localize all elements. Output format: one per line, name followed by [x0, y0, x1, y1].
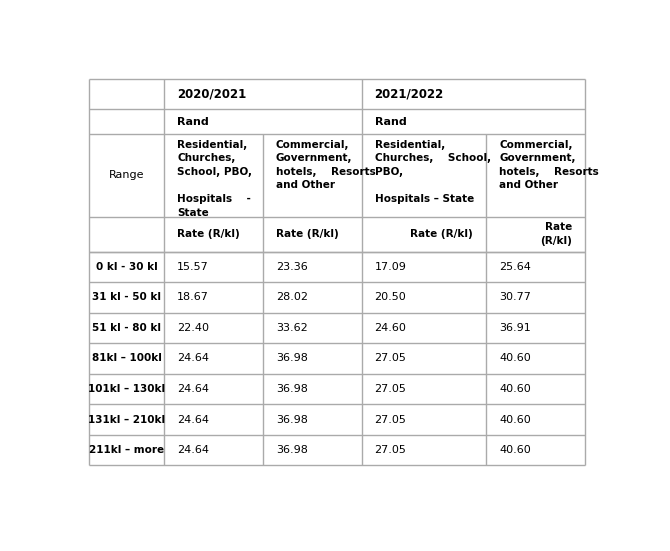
Text: 27.05: 27.05	[375, 445, 407, 455]
Text: Rand: Rand	[177, 117, 209, 127]
Text: 36.91: 36.91	[499, 323, 531, 333]
Text: 2021/2022: 2021/2022	[375, 88, 444, 101]
Text: 81kl – 100kl: 81kl – 100kl	[92, 353, 161, 364]
Text: 40.60: 40.60	[499, 384, 531, 394]
Text: 23.36: 23.36	[276, 262, 308, 272]
Text: Residential,
Churches,    School,
PBO,

Hospitals – State: Residential, Churches, School, PBO, Hosp…	[375, 139, 490, 204]
Text: 2020/2021: 2020/2021	[177, 88, 247, 101]
Text: Commercial,
Government,
hotels,    Resorts
and Other: Commercial, Government, hotels, Resorts …	[499, 139, 599, 190]
Text: 17.09: 17.09	[375, 262, 407, 272]
Text: 27.05: 27.05	[375, 353, 407, 364]
Text: 27.05: 27.05	[375, 384, 407, 394]
Text: Rate (R/kl): Rate (R/kl)	[177, 229, 240, 239]
Text: 24.64: 24.64	[177, 353, 209, 364]
Text: Residential,
Churches,
School, PBO,

Hospitals    -
State: Residential, Churches, School, PBO, Hosp…	[177, 139, 252, 218]
Text: 30.77: 30.77	[499, 293, 531, 302]
Text: 22.40: 22.40	[177, 323, 209, 333]
Text: 40.60: 40.60	[499, 445, 531, 455]
Text: Rand: Rand	[375, 117, 406, 127]
Text: 33.62: 33.62	[276, 323, 308, 333]
Text: 36.98: 36.98	[276, 445, 308, 455]
Text: 211kl – more: 211kl – more	[89, 445, 164, 455]
Text: Rate
(R/kl): Rate (R/kl)	[540, 223, 572, 246]
Text: Rate (R/kl): Rate (R/kl)	[276, 229, 338, 239]
Text: 131kl – 210kl: 131kl – 210kl	[88, 414, 165, 424]
Text: 24.60: 24.60	[375, 323, 407, 333]
Text: Range: Range	[109, 170, 144, 180]
Text: 40.60: 40.60	[499, 414, 531, 424]
Text: 51 kl - 80 kl: 51 kl - 80 kl	[92, 323, 161, 333]
Text: 0 kl - 30 kl: 0 kl - 30 kl	[96, 262, 157, 272]
Text: 31 kl - 50 kl: 31 kl - 50 kl	[92, 293, 161, 302]
Text: Commercial,
Government,
hotels,    Resorts
and Other: Commercial, Government, hotels, Resorts …	[276, 139, 376, 190]
Text: 25.64: 25.64	[499, 262, 531, 272]
Text: 40.60: 40.60	[499, 353, 531, 364]
Text: 101kl – 130kl: 101kl – 130kl	[88, 384, 165, 394]
Text: 36.98: 36.98	[276, 414, 308, 424]
Text: 20.50: 20.50	[375, 293, 406, 302]
Text: 15.57: 15.57	[177, 262, 209, 272]
Text: 24.64: 24.64	[177, 384, 209, 394]
Text: 36.98: 36.98	[276, 384, 308, 394]
Text: 28.02: 28.02	[276, 293, 308, 302]
Text: 27.05: 27.05	[375, 414, 407, 424]
Text: 18.67: 18.67	[177, 293, 209, 302]
Text: 24.64: 24.64	[177, 414, 209, 424]
Text: 24.64: 24.64	[177, 445, 209, 455]
Text: Rate (R/kl): Rate (R/kl)	[411, 229, 473, 239]
Text: 36.98: 36.98	[276, 353, 308, 364]
